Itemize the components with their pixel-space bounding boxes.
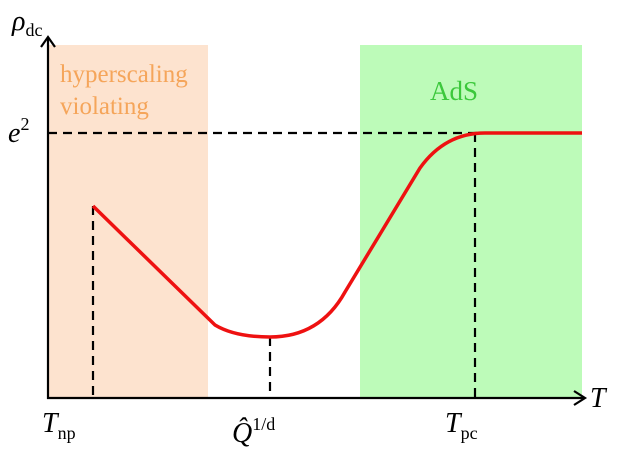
marker-label: Tnp bbox=[42, 408, 76, 443]
region-label: hyperscaling bbox=[60, 61, 188, 88]
y-axis-label: ρdc bbox=[11, 6, 42, 40]
ads-region bbox=[360, 45, 582, 398]
y-arrow bbox=[40, 35, 56, 48]
x-axis-label: T bbox=[590, 383, 608, 414]
region-label: AdS bbox=[430, 76, 478, 106]
marker-label: Tpc bbox=[445, 408, 478, 443]
hyperscaling-region bbox=[48, 45, 208, 398]
resistivity-curve bbox=[91, 131, 582, 339]
axes bbox=[40, 35, 588, 406]
x-arrow bbox=[573, 390, 588, 406]
guide-lines bbox=[48, 131, 582, 398]
level-label: e2 bbox=[8, 114, 29, 149]
region-label: violating bbox=[60, 93, 149, 120]
marker-label: Q̂1/d bbox=[232, 414, 275, 449]
